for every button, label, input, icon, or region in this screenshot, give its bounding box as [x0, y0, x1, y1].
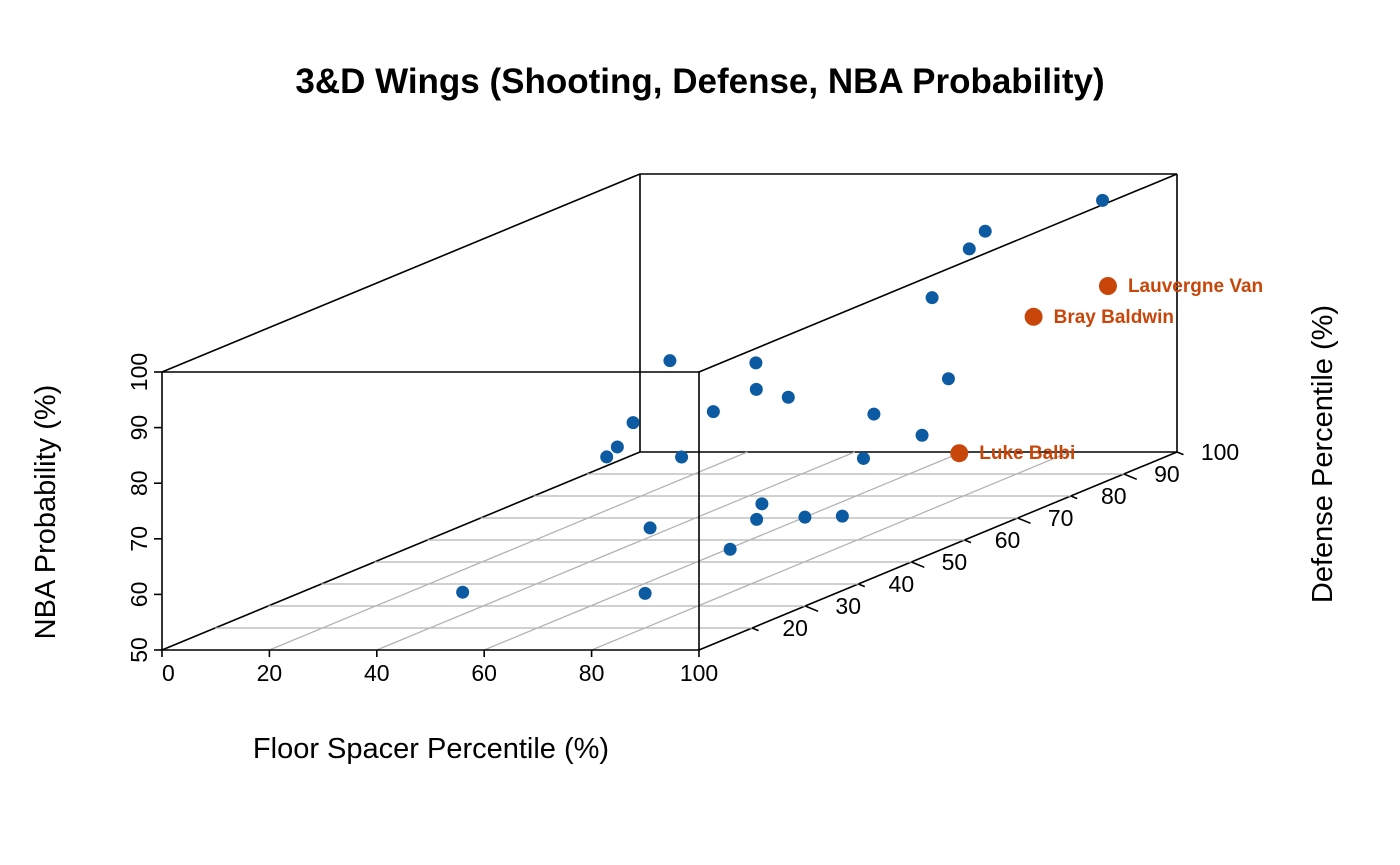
- data-point: [941, 372, 955, 386]
- data-point: [978, 224, 992, 238]
- grid-line-x: [591, 451, 1070, 651]
- highlighted-point: [950, 444, 969, 463]
- y-tick: [804, 605, 819, 613]
- y-tick-label: 60: [995, 527, 1021, 553]
- y-tick: [751, 627, 759, 632]
- y-tick-label: 40: [889, 571, 915, 597]
- data-point: [749, 356, 763, 370]
- y-tick-label: 80: [1101, 483, 1127, 509]
- x-tick-label: 40: [364, 660, 390, 686]
- y-tick: [1123, 473, 1138, 481]
- y-tick: [858, 583, 866, 588]
- highlighted-point: [1098, 277, 1117, 295]
- y-tick-label: 70: [1048, 505, 1074, 531]
- x-tick-label: 80: [579, 660, 605, 686]
- axis-ticks: 0 20 40 60 80 100 50 60 70 80 90 100 20 30 40 50 60 70 80 9…: [126, 353, 1239, 686]
- y-tick-label: 100: [1201, 439, 1239, 465]
- chart-title: 3&D Wings (Shooting, Defense, NBA Probab…: [295, 62, 1104, 101]
- data-point: [835, 509, 849, 523]
- data-point: [755, 497, 769, 511]
- y-tick: [911, 561, 925, 569]
- box-edge: [698, 173, 1178, 373]
- data-point: [610, 440, 624, 454]
- data-point: [856, 451, 870, 465]
- box-edge: [161, 173, 641, 373]
- data-point: [723, 542, 737, 556]
- data-point: [643, 521, 657, 535]
- data-point: [706, 405, 720, 419]
- data-point: [600, 450, 614, 464]
- x-tick-label: 60: [471, 660, 497, 686]
- data-point: [626, 416, 640, 430]
- z-axis-label: NBA Probability (%): [30, 385, 62, 640]
- point-name-label: Luke Balbi: [979, 443, 1075, 464]
- x-tick-label: 100: [680, 660, 718, 686]
- z-tick-label: 90: [126, 415, 152, 441]
- data-point: [915, 428, 929, 442]
- grid-line-x: [269, 451, 748, 651]
- data-point: [925, 291, 939, 305]
- highlighted-point: [1024, 307, 1043, 326]
- data-point: [867, 407, 881, 421]
- box-edge: [161, 451, 641, 651]
- data-point: [663, 354, 677, 368]
- data-points: Bray Baldwin Lauvergne Van Luke Balbi: [456, 193, 1263, 600]
- y-tick-label: 20: [782, 615, 808, 641]
- plot-box: [161, 173, 1178, 651]
- x-axis-label: Floor Spacer Percentile (%): [253, 733, 609, 765]
- z-tick-label: 70: [126, 526, 152, 552]
- point-name-label: Bray Baldwin: [1054, 307, 1174, 328]
- data-point: [638, 586, 652, 600]
- data-point: [749, 382, 763, 396]
- y-tick-label: 50: [942, 549, 968, 575]
- y-tick: [1017, 517, 1031, 525]
- point-name-label: Lauvergne Van: [1128, 276, 1263, 297]
- floor-grid: [215, 451, 1124, 651]
- data-point: [675, 450, 689, 464]
- y-tick: [1176, 451, 1184, 456]
- z-tick-label: 80: [126, 470, 152, 496]
- y-axis-label: Defense Percentile (%): [1307, 305, 1339, 603]
- plot-box-front: [161, 371, 700, 651]
- box-edge: [698, 451, 1178, 651]
- z-tick-label: 100: [126, 353, 152, 391]
- y-tick-label: 90: [1154, 461, 1180, 487]
- y-tick: [964, 539, 972, 544]
- z-tick-label: 60: [126, 582, 152, 608]
- data-point: [781, 390, 795, 404]
- x-tick-label: 20: [257, 660, 283, 686]
- data-point: [750, 512, 764, 526]
- grid-line-x: [376, 451, 856, 651]
- data-point: [456, 585, 470, 599]
- y-tick: [1070, 495, 1078, 500]
- grid-line-x: [483, 451, 963, 651]
- y-tick-label: 30: [835, 593, 861, 619]
- data-point: [798, 510, 812, 524]
- data-point: [1096, 193, 1110, 207]
- z-tick-label: 50: [126, 637, 152, 663]
- data-point: [962, 242, 976, 256]
- x-tick-label: 0: [162, 660, 175, 686]
